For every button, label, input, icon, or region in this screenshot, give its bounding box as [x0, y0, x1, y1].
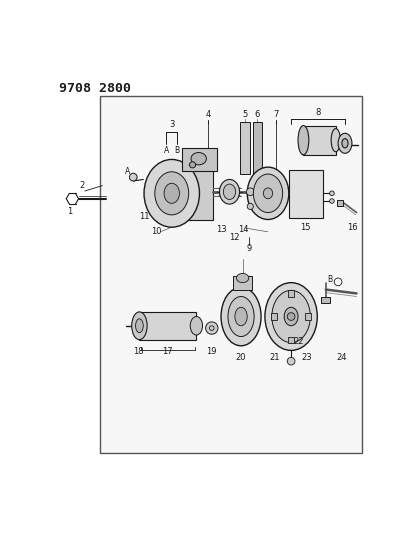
- Text: A: A: [125, 167, 130, 176]
- Ellipse shape: [219, 180, 240, 204]
- Text: 9: 9: [246, 244, 252, 253]
- Circle shape: [330, 191, 334, 196]
- Ellipse shape: [228, 296, 254, 336]
- Text: B: B: [327, 275, 332, 284]
- Text: 8: 8: [315, 108, 321, 117]
- Ellipse shape: [298, 126, 309, 155]
- Ellipse shape: [136, 319, 143, 333]
- Bar: [337, 200, 344, 206]
- Circle shape: [287, 357, 295, 365]
- Circle shape: [287, 313, 295, 320]
- Text: 14: 14: [238, 225, 249, 234]
- Bar: [139, 312, 196, 340]
- Bar: [321, 297, 330, 303]
- Ellipse shape: [144, 159, 199, 227]
- Ellipse shape: [223, 184, 236, 199]
- Bar: [166, 165, 212, 220]
- Bar: [289, 170, 323, 218]
- Text: 19: 19: [207, 346, 217, 356]
- Bar: [240, 122, 249, 174]
- Circle shape: [206, 322, 218, 334]
- Bar: [303, 126, 336, 155]
- Text: 7: 7: [273, 110, 278, 119]
- Circle shape: [247, 203, 253, 209]
- Ellipse shape: [190, 317, 203, 335]
- Ellipse shape: [247, 167, 289, 220]
- Ellipse shape: [338, 133, 352, 154]
- Text: 23: 23: [301, 353, 312, 362]
- Ellipse shape: [331, 128, 340, 152]
- Ellipse shape: [221, 287, 261, 346]
- Text: 22: 22: [293, 337, 304, 346]
- Text: 10: 10: [151, 227, 162, 236]
- Ellipse shape: [164, 183, 180, 203]
- Text: 4: 4: [206, 110, 210, 119]
- Text: A: A: [164, 146, 169, 155]
- Bar: [271, 313, 277, 320]
- Text: 12: 12: [229, 233, 239, 241]
- Ellipse shape: [155, 172, 189, 215]
- Text: 5: 5: [242, 110, 247, 119]
- Text: 3: 3: [169, 119, 174, 128]
- Ellipse shape: [284, 308, 298, 326]
- Text: 11: 11: [140, 212, 150, 221]
- Bar: [288, 336, 294, 343]
- Ellipse shape: [265, 282, 317, 350]
- Ellipse shape: [236, 273, 249, 282]
- Ellipse shape: [263, 188, 272, 199]
- Text: 1: 1: [67, 206, 72, 215]
- Text: 13: 13: [217, 225, 227, 234]
- Bar: [305, 313, 311, 320]
- Ellipse shape: [272, 290, 310, 343]
- Ellipse shape: [132, 312, 147, 340]
- Bar: [182, 148, 217, 171]
- Bar: [233, 276, 252, 289]
- Text: B: B: [175, 146, 180, 155]
- Bar: [100, 95, 362, 453]
- Circle shape: [129, 173, 137, 181]
- Text: 24: 24: [336, 353, 346, 362]
- Text: 9708 2800: 9708 2800: [58, 82, 131, 95]
- Circle shape: [247, 188, 254, 196]
- Bar: [288, 290, 294, 296]
- Text: 18: 18: [133, 346, 144, 356]
- Text: 2: 2: [79, 181, 84, 190]
- Ellipse shape: [235, 308, 247, 326]
- Ellipse shape: [253, 174, 283, 213]
- Circle shape: [330, 199, 334, 203]
- Text: 20: 20: [236, 353, 246, 362]
- Bar: [253, 122, 262, 174]
- Text: 15: 15: [300, 223, 311, 232]
- Ellipse shape: [191, 152, 206, 165]
- Text: 6: 6: [254, 110, 260, 119]
- Text: 21: 21: [269, 353, 279, 362]
- Text: 16: 16: [347, 223, 358, 232]
- Ellipse shape: [342, 139, 348, 148]
- Text: 17: 17: [163, 346, 173, 356]
- Circle shape: [189, 161, 196, 168]
